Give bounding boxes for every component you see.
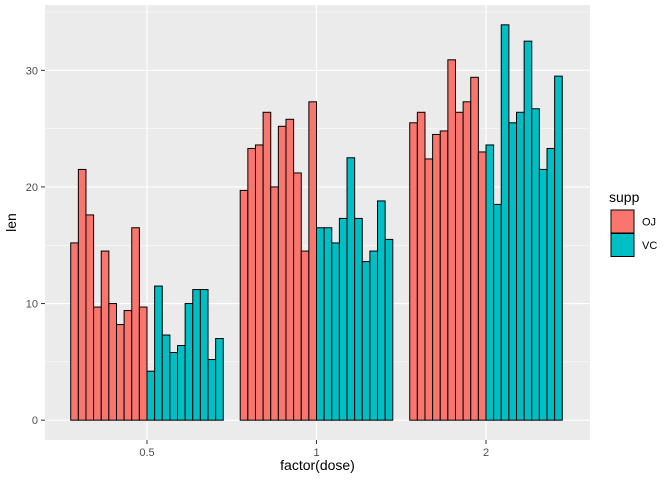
- y-axis-title: len: [3, 213, 19, 232]
- bar-oj: [432, 133, 441, 421]
- bar-vc: [377, 200, 386, 421]
- legend-key-vc: [610, 233, 635, 257]
- bar-oj: [416, 111, 426, 421]
- bar-vc: [177, 345, 186, 421]
- bar-vc: [169, 352, 179, 421]
- bar-oj: [108, 303, 117, 421]
- bar-oj: [285, 118, 295, 421]
- bar-oj: [462, 101, 472, 421]
- bar-oj: [470, 76, 479, 421]
- bar-oj: [254, 144, 264, 421]
- bar-vc: [192, 289, 201, 421]
- y-tick-label: 20: [26, 182, 38, 194]
- bar-oj: [115, 324, 125, 421]
- bar-oj: [247, 147, 256, 421]
- bar-vc: [354, 217, 363, 421]
- bar-vc: [199, 289, 209, 421]
- bar-oj: [447, 59, 456, 421]
- bar-vc: [146, 370, 156, 421]
- x-tick-label: 2: [483, 447, 489, 459]
- bar-vc: [523, 40, 533, 421]
- legend-title: supp: [609, 189, 640, 205]
- bar-oj: [439, 130, 449, 421]
- bar-vc: [207, 359, 217, 421]
- legend-label-vc: VC: [642, 240, 657, 252]
- bar-vc: [554, 75, 563, 421]
- bar-vc: [184, 303, 194, 421]
- bar-vc: [485, 144, 495, 421]
- bar-oj: [123, 310, 133, 421]
- bar-vc: [508, 122, 518, 421]
- bar-vc: [516, 111, 525, 421]
- bar-oj: [262, 111, 272, 421]
- bar-vc: [369, 250, 379, 421]
- bar-vc: [338, 217, 348, 421]
- y-tick-label: 10: [26, 299, 38, 311]
- bar-vc: [361, 261, 371, 421]
- bar-oj: [131, 227, 140, 421]
- bar-vc: [538, 168, 548, 421]
- bar-vc: [154, 285, 163, 421]
- bar-oj: [424, 158, 434, 421]
- x-axis-title: factor(dose): [280, 457, 355, 473]
- y-tick-label: 0: [32, 415, 38, 427]
- bar-vc: [531, 108, 540, 421]
- y-tick-label: 30: [26, 65, 38, 77]
- bar-oj: [100, 250, 110, 421]
- bar-oj: [477, 151, 487, 421]
- x-tick-label: 0.5: [139, 447, 154, 459]
- bar-vc: [316, 227, 325, 421]
- bar-oj: [70, 242, 79, 421]
- bar-oj: [93, 306, 102, 421]
- bar-vc: [500, 24, 510, 421]
- bar-vc: [546, 147, 556, 421]
- bar-vc: [346, 157, 356, 421]
- legend-label-oj: OJ: [642, 217, 656, 229]
- bar-vc: [384, 238, 394, 421]
- bar-oj: [85, 214, 95, 421]
- bar-oj: [270, 186, 279, 421]
- bar-oj: [454, 111, 464, 421]
- bar-oj: [277, 125, 287, 421]
- bar-oj: [77, 168, 87, 421]
- bar-vc: [215, 338, 224, 421]
- bar-oj: [239, 189, 249, 421]
- bar-vc: [331, 242, 340, 421]
- bar-oj: [409, 122, 418, 421]
- bar-vc: [493, 203, 502, 421]
- bar-oj: [308, 101, 317, 421]
- x-tick-label: 1: [313, 447, 319, 459]
- legend-key-oj: [610, 209, 635, 234]
- bar-oj: [293, 172, 302, 421]
- bar-vc: [323, 227, 333, 421]
- bar-vc: [161, 334, 171, 421]
- bar-oj: [138, 306, 148, 421]
- bar-oj: [300, 250, 310, 421]
